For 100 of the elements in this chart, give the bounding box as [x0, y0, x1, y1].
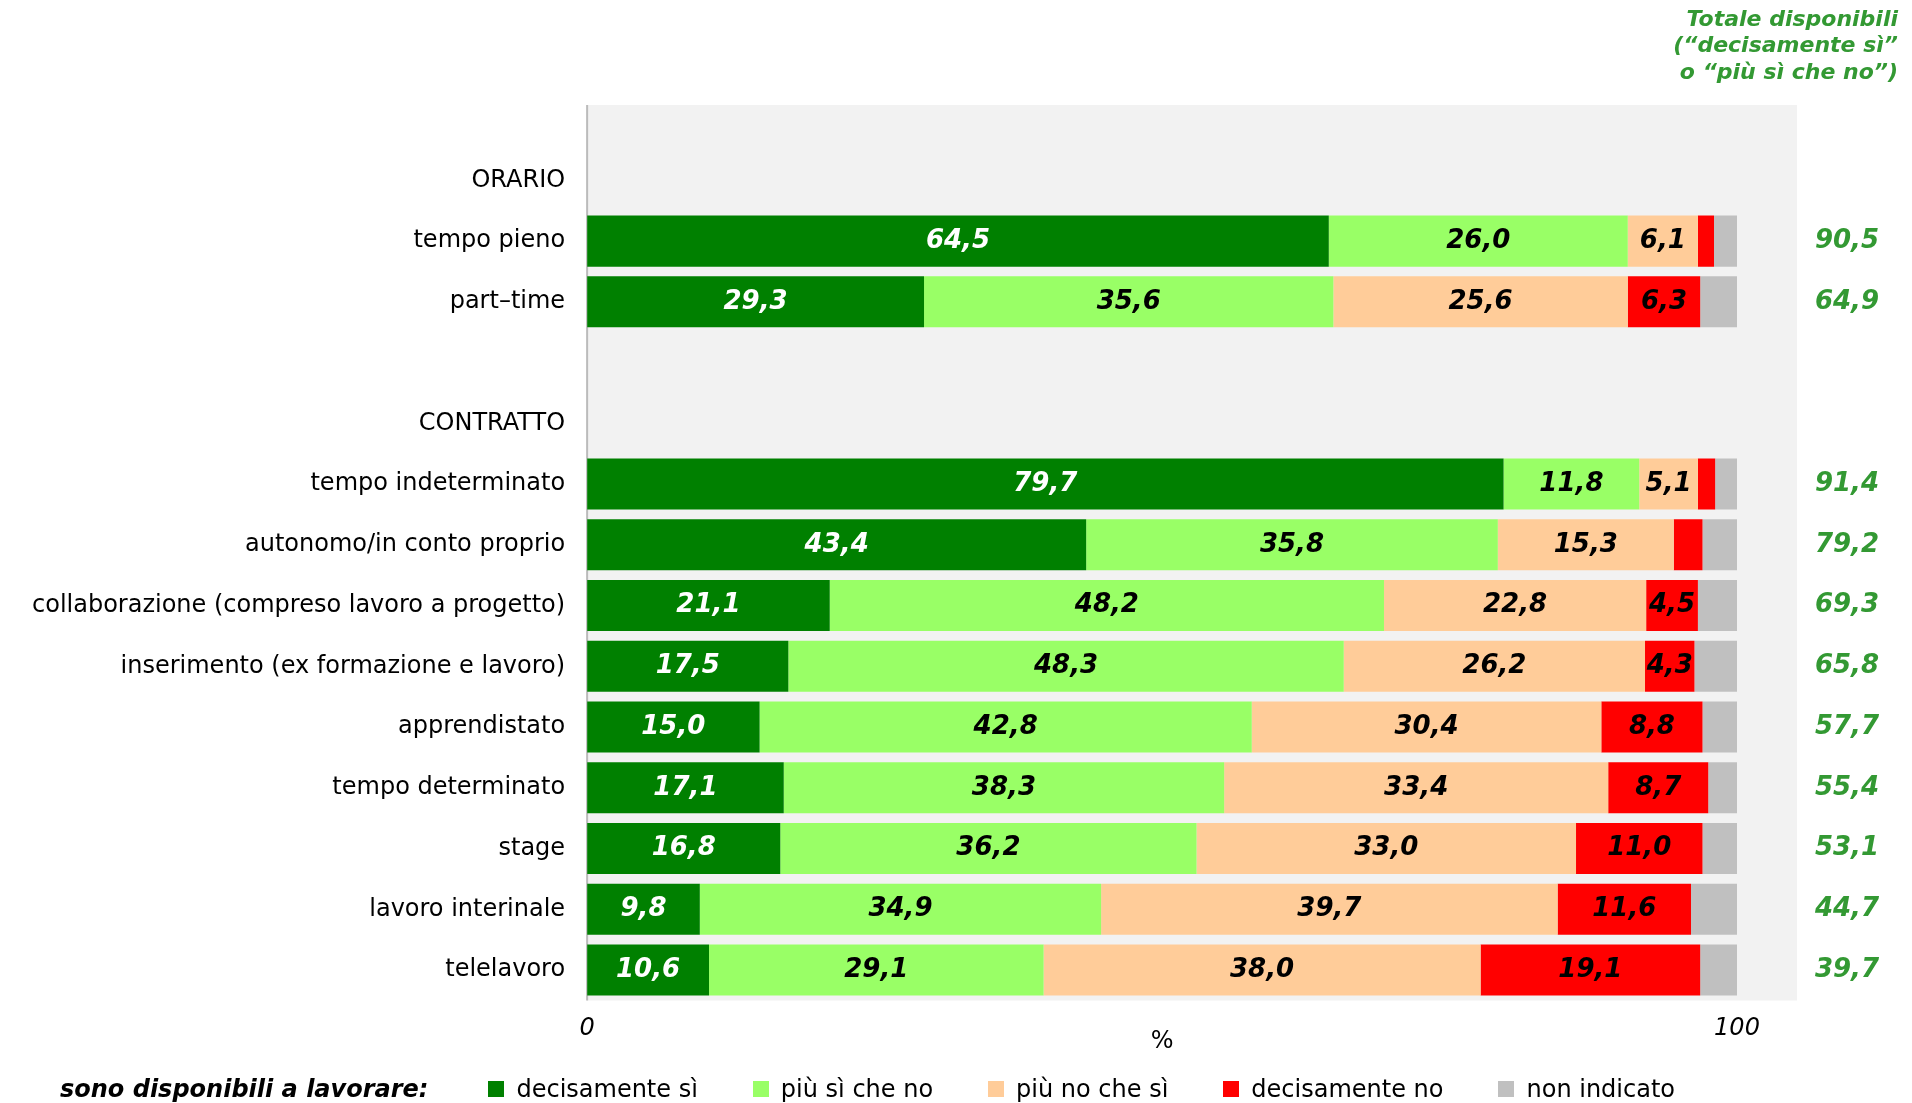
bar: [587, 519, 1087, 571]
y-tick-label: collaborazione (compreso lavoro a progetto): [32, 589, 566, 618]
data-label: 16,8: [651, 831, 716, 862]
data-label: 15,0: [641, 709, 706, 740]
data-label: 38,0: [1230, 952, 1295, 983]
bar: [1224, 762, 1609, 814]
bar: [759, 701, 1252, 753]
data-label: 25,6: [1448, 284, 1513, 315]
bar: [709, 944, 1044, 996]
data-label: 26,0: [1446, 223, 1511, 254]
text: 90,5: [1814, 223, 1880, 254]
data-label: 36,2: [956, 831, 1021, 862]
bar: [1697, 458, 1716, 510]
bar: [1708, 762, 1737, 814]
y-tick-label: CONTRATTO: [418, 407, 566, 436]
data-label: 4,3: [1645, 649, 1693, 680]
text: Totale disponibili (“decisamente sì” o “più sì che no”): [1673, 6, 1898, 86]
data-label: 6,3: [1640, 284, 1688, 315]
y-tick-label: telelavoro: [445, 954, 566, 983]
bar: [924, 276, 1334, 328]
data-label: 21,1: [676, 588, 741, 619]
bar: [1383, 580, 1647, 632]
bar: [783, 762, 1225, 814]
legend-label: più no che sì: [1015, 1075, 1169, 1103]
text: 39,7: [1814, 952, 1880, 983]
bar: [1608, 762, 1709, 814]
y-tick-label: stage: [498, 832, 566, 861]
bar: [1673, 519, 1703, 571]
data-label: 64,5: [925, 223, 991, 254]
bar: [788, 640, 1344, 692]
legend-label: decisamente no: [1250, 1075, 1444, 1103]
y-tick-label: apprendistato: [398, 711, 566, 740]
data-label: 15,3: [1553, 527, 1618, 558]
data-label: 29,1: [844, 952, 909, 983]
bar: [699, 883, 1102, 935]
data-label: 35,6: [1096, 284, 1161, 315]
legend-label: decisamente sì: [515, 1075, 698, 1103]
bar: [1601, 701, 1703, 753]
y-tick-label: inserimento (ex formazione e lavoro): [120, 650, 566, 679]
data-label: 35,8: [1259, 527, 1325, 558]
bar: [1333, 276, 1628, 328]
bar: [587, 276, 925, 328]
bar: [1480, 944, 1701, 996]
data-label: 22,8: [1483, 588, 1548, 619]
bar: [1343, 640, 1646, 692]
bar: [1691, 883, 1737, 935]
data-label: 34,9: [868, 892, 933, 923]
data-label: 29,3: [723, 284, 788, 315]
bar: [587, 823, 781, 875]
legend-title: sono disponibili a lavorare:: [60, 1075, 429, 1103]
bar: [587, 701, 760, 753]
bar: [1700, 276, 1737, 328]
bar: [829, 580, 1384, 632]
bar: [1086, 519, 1498, 571]
data-label: 10,6: [615, 952, 681, 983]
data-label: 43,4: [803, 527, 869, 558]
bar: [1196, 823, 1577, 875]
data-label: 48,3: [1032, 649, 1099, 680]
bar: [587, 580, 830, 632]
y-tick-label: autonomo/in conto proprio: [245, 529, 566, 558]
data-label: 8,8: [1628, 709, 1675, 740]
text: 44,7: [1813, 892, 1880, 923]
bar: [1715, 458, 1737, 510]
text: 65,8: [1814, 649, 1880, 680]
bar: [1714, 215, 1737, 267]
data-label: 9,8: [620, 892, 667, 923]
data-label: 8,7: [1635, 770, 1683, 801]
bar: [1702, 701, 1737, 753]
bar: [1557, 883, 1692, 935]
data-label: 33,0: [1354, 831, 1419, 862]
data-label: 38,3: [971, 770, 1037, 801]
y-tick-label: ORARIO: [471, 164, 566, 193]
y-tick-label: tempo pieno: [413, 225, 566, 254]
legend-label: più sì che no: [779, 1075, 934, 1103]
y-tick-label: tempo determinato: [332, 772, 566, 801]
bar: [1101, 883, 1558, 935]
data-label: 26,2: [1462, 649, 1527, 680]
text: 91,4: [1814, 466, 1880, 497]
bar: [1697, 580, 1737, 632]
text: 64,9: [1814, 284, 1880, 315]
y-tick-label: tempo indeterminato: [310, 468, 566, 497]
data-label: 17,1: [653, 770, 718, 801]
bar: [1503, 458, 1640, 510]
x-tick-label: 100: [1714, 1013, 1760, 1042]
bar: [1702, 519, 1737, 571]
text: 53,1: [1814, 831, 1880, 862]
bar: [587, 762, 784, 814]
bar: [780, 823, 1197, 875]
data-label: 6,1: [1639, 223, 1686, 254]
legend-label: non indicato: [1525, 1075, 1675, 1103]
text: 55,4: [1814, 770, 1880, 801]
data-label: 39,7: [1297, 892, 1363, 923]
data-label: 17,5: [655, 649, 720, 680]
text: 57,7: [1814, 709, 1880, 740]
bar: [1700, 944, 1737, 996]
x-tick-label: 0: [579, 1013, 595, 1042]
y-tick-label: part–time: [449, 286, 566, 315]
data-label: 33,4: [1384, 770, 1449, 801]
bar: [1328, 215, 1628, 267]
bar: [587, 640, 789, 692]
